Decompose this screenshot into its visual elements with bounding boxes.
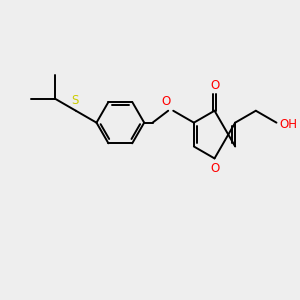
Text: O: O — [210, 162, 219, 175]
Text: O: O — [210, 79, 219, 92]
Text: S: S — [71, 94, 78, 107]
Text: OH: OH — [279, 118, 297, 130]
Text: O: O — [162, 95, 171, 109]
